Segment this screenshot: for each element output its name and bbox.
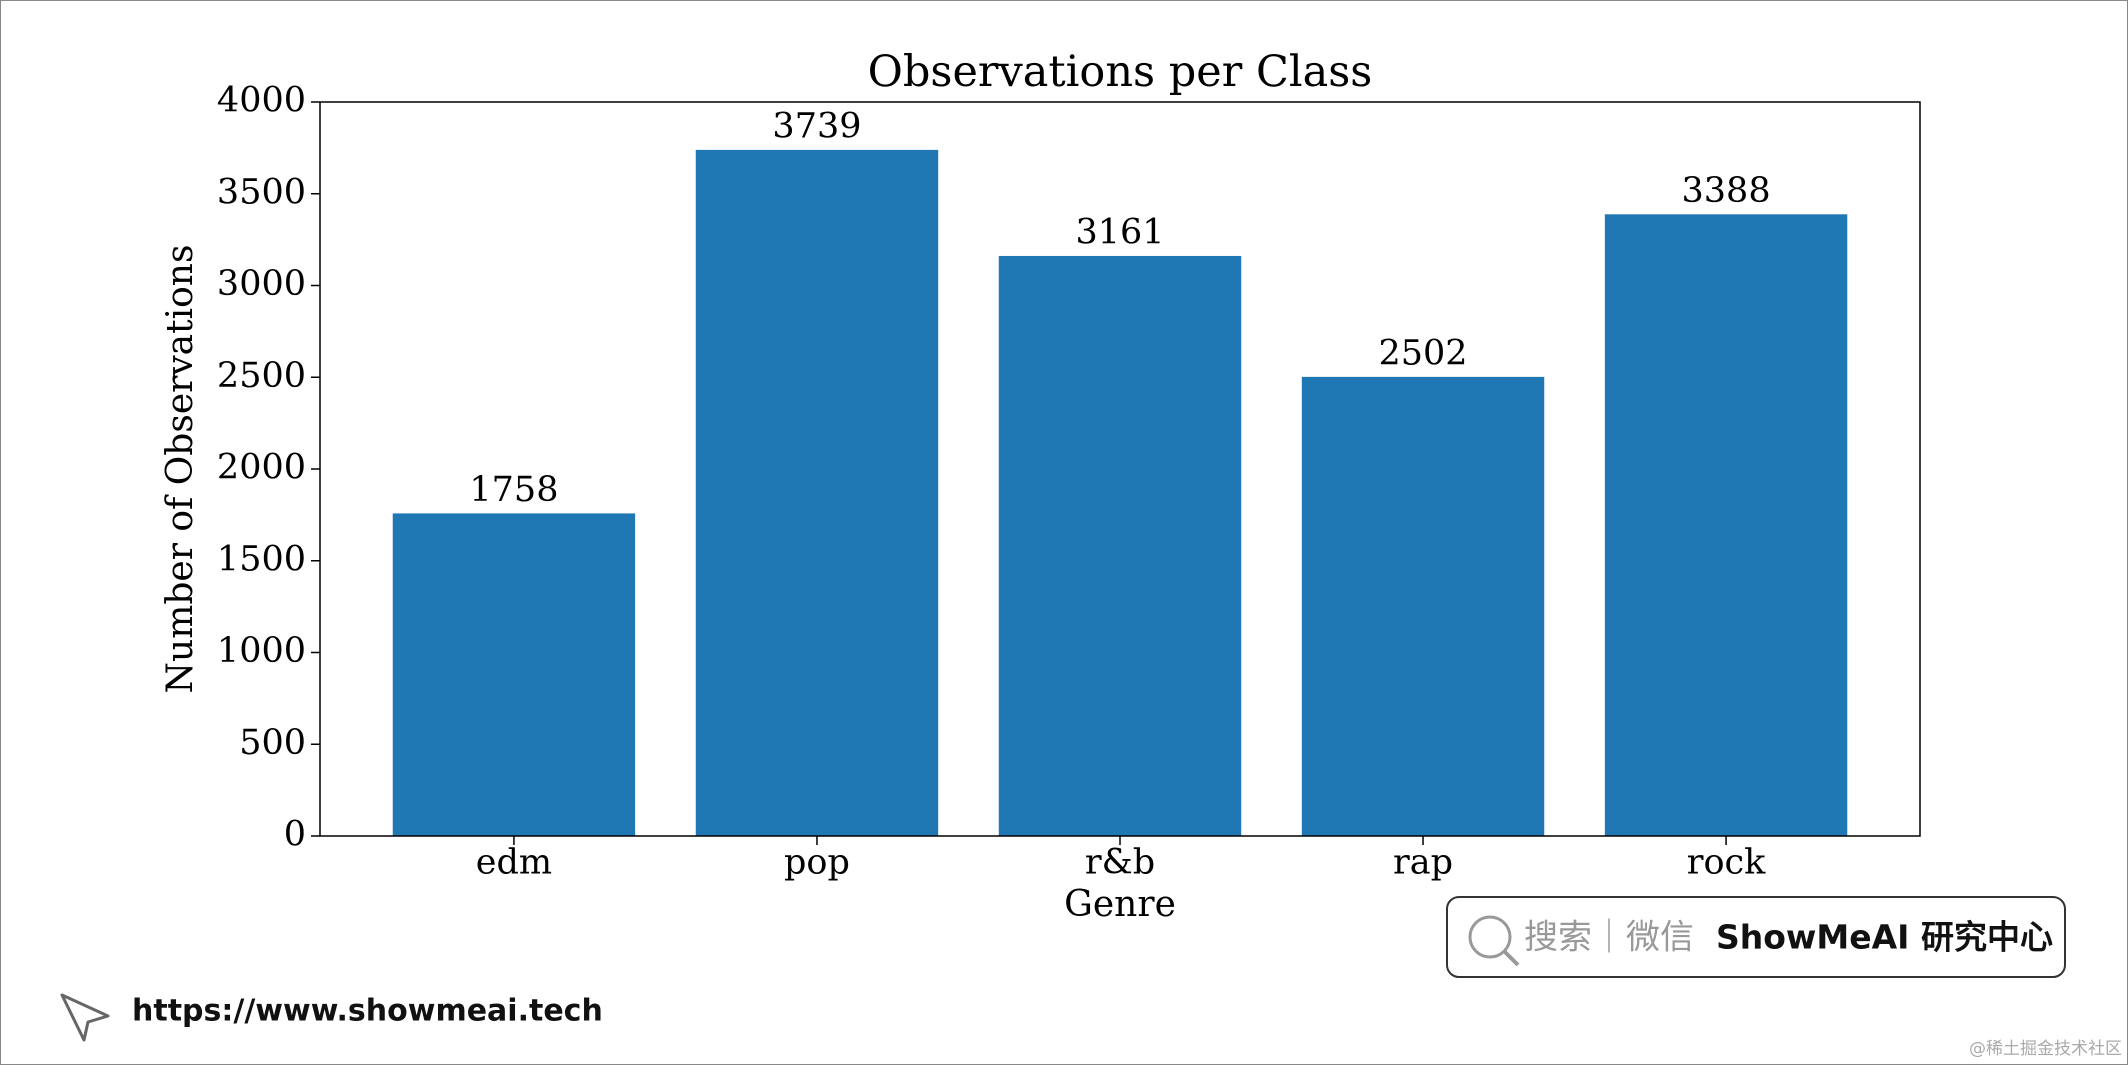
x-tick-label: pop <box>784 843 850 883</box>
watermark-credit: @稀土掘金技术社区 <box>1969 1039 2122 1059</box>
x-tick-label: rock <box>1687 843 1766 883</box>
search-icon-handle <box>1502 949 1520 967</box>
watermark-url: https://www.showmeai.tech <box>132 994 603 1029</box>
data-label: 2502 <box>1378 333 1467 373</box>
data-label: 3388 <box>1682 171 1771 211</box>
cursor-icon <box>60 993 110 1042</box>
y-axis-label: Number of Observations <box>160 245 201 694</box>
y-tick-label: 3000 <box>217 264 306 304</box>
y-tick-label: 3500 <box>217 172 306 212</box>
bar <box>392 513 636 836</box>
y-tick-label: 0 <box>284 815 306 855</box>
data-label: 3739 <box>772 106 861 146</box>
bar <box>1301 376 1545 836</box>
chart-title: Observations per Class <box>868 47 1373 97</box>
search-icon <box>1468 915 1512 959</box>
watermark-frame <box>1446 896 2066 978</box>
y-tick-label: 4000 <box>217 81 306 121</box>
x-axis-label: Genre <box>1064 884 1176 925</box>
bar <box>1604 214 1848 836</box>
x-tick-label: r&b <box>1085 843 1155 883</box>
data-label: 3161 <box>1075 212 1164 252</box>
y-tick-label: 2000 <box>217 448 306 488</box>
y-tick-label: 500 <box>239 723 306 763</box>
bar <box>695 149 939 836</box>
y-tick-label: 1500 <box>217 539 306 579</box>
y-tick-label: 2500 <box>217 356 306 396</box>
y-tick-label: 1000 <box>217 631 306 671</box>
x-tick-label: rap <box>1393 843 1453 883</box>
bar <box>998 255 1242 837</box>
x-tick-label: edm <box>476 843 552 883</box>
watermark-search: 搜索｜微信 <box>1524 918 1694 958</box>
watermark-box: 搜索｜微信 ShowMeAI 研究中心 <box>1446 896 2066 978</box>
plot-frame <box>319 101 1921 837</box>
data-label: 1758 <box>469 470 558 510</box>
watermark-brand: ShowMeAI 研究中心 <box>1716 918 2053 957</box>
